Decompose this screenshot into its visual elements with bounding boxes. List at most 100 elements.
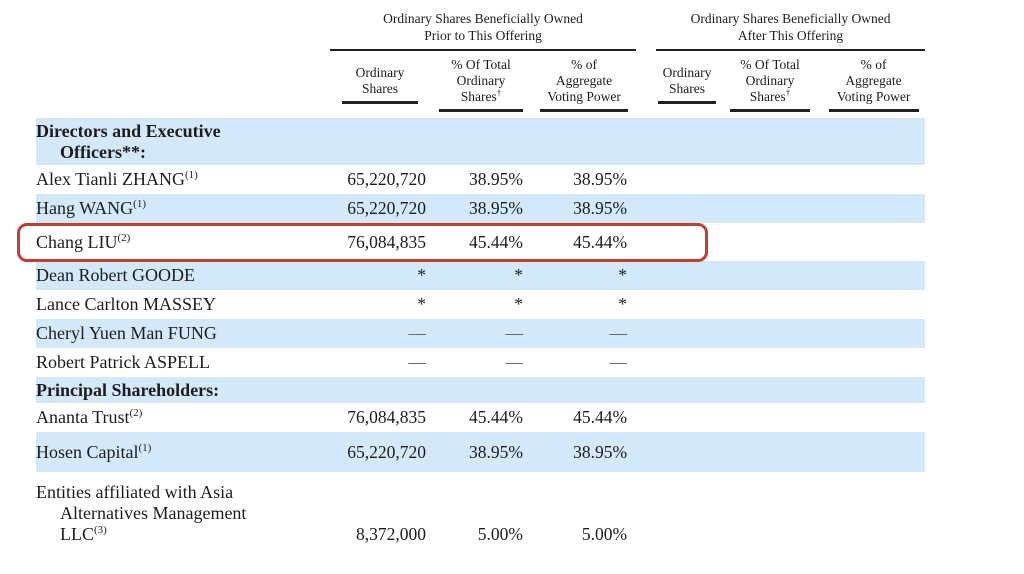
value-cell (656, 165, 718, 194)
footnote-ref: (2) (129, 407, 143, 419)
footnote-ref: (3) (94, 524, 107, 536)
row-hosen-capital: Hosen Capital(1) 65,220,720 38.95% 38.95… (36, 432, 926, 472)
spacer-cell (636, 261, 657, 290)
shareholder-name-cell: Chang LIU(2) (36, 231, 131, 252)
value-cell (822, 403, 925, 432)
group-header-line: Ordinary Shares Beneficially Owned (383, 11, 583, 27)
value-cell (656, 290, 718, 319)
value-cell (656, 472, 718, 560)
value-cell: 76,084,835 (347, 407, 426, 427)
value-cell: — (330, 319, 430, 348)
value-cell (718, 223, 822, 261)
value-cell: 65,220,720 (330, 194, 430, 223)
value-cell (718, 194, 823, 223)
spacer-cell (636, 6, 656, 50)
value-cell (656, 403, 718, 432)
row-robert-aspell: Robert Patrick ASPELL — — — (36, 348, 925, 377)
spacer-cell (636, 165, 656, 194)
value-cell (718, 118, 823, 165)
value-cell (656, 319, 719, 348)
value-cell (718, 165, 822, 194)
dagger-mark: † (785, 87, 791, 98)
footnote-ref: (2) (117, 231, 131, 244)
value-cell (718, 348, 822, 377)
value-cell (718, 319, 823, 348)
value-cell: * (514, 294, 523, 314)
shareholder-name-cell: Robert Patrick ASPELL (36, 352, 210, 372)
spacer-cell (636, 50, 656, 118)
section-label-cell: Directors and Executive Officers**: (36, 118, 330, 165)
value-cell: — (430, 319, 532, 348)
value-cell (430, 377, 532, 403)
row-dean-goode: Dean Robert GOODE * * * (36, 261, 926, 290)
group-header-line: Ordinary Shares Beneficially Owned (690, 11, 891, 27)
col-header-ordinary-shares-after: Ordinary Shares (656, 50, 718, 118)
group-header-after: Ordinary Shares Beneficially Owned After… (656, 6, 926, 51)
value-cell (656, 377, 719, 403)
value-cell (330, 377, 430, 403)
value-cell: 45.44% (469, 407, 523, 427)
spacer-cell (636, 194, 657, 223)
spacer-cell (636, 223, 656, 261)
row-lance-massey: Lance Carlton MASSEY * * * (36, 290, 925, 319)
value-cell: 5.00% (581, 524, 628, 544)
header-underline (658, 101, 717, 104)
value-cell (822, 165, 925, 194)
value-cell (718, 403, 822, 432)
row-directors-section: Directors and Executive Officers**: (36, 118, 926, 165)
ownership-table: Ordinary Shares Beneficially Owned Prior… (36, 6, 926, 560)
value-cell (430, 118, 532, 165)
shareholder-name-cell: Entities affiliated with Asia Alternativ… (36, 482, 247, 544)
value-cell (822, 223, 925, 261)
value-cell (718, 290, 822, 319)
shareholder-name-cell: Dean Robert GOODE (36, 261, 330, 290)
header-underline (439, 109, 523, 112)
spacer-cell (636, 290, 656, 319)
value-cell (718, 432, 823, 472)
col-header-voting-power-after: % of Aggregate Voting Power (822, 50, 925, 118)
value-cell (330, 118, 430, 165)
group-header-prior: Ordinary Shares Beneficially Owned Prior… (330, 6, 637, 51)
group-header-row: Ordinary Shares Beneficially Owned Prior… (36, 6, 926, 51)
value-cell: 65,220,720 (347, 169, 426, 189)
row-alex-zhang: Alex Tianli ZHANG(1) 65,220,720 38.95% 3… (36, 165, 925, 194)
spacer-cell (636, 348, 656, 377)
group-header-line: Prior to This Offering (424, 27, 542, 43)
col-header-ordinary-shares-prior: Ordinary Shares (330, 50, 430, 118)
row-cheryl-fung: Cheryl Yuen Man FUNG — — — (36, 319, 926, 348)
spacer-cell (36, 6, 330, 50)
value-cell (656, 194, 719, 223)
section-label-cell: Principal Shareholders: (36, 377, 330, 403)
footnote-ref: (1) (185, 169, 198, 181)
spacer-cell (636, 432, 657, 472)
value-cell: 38.95% (430, 432, 532, 472)
value-cell: 8,372,000 (356, 524, 426, 544)
value-cell: 45.44% (573, 407, 628, 427)
value-cell: — (532, 319, 637, 348)
value-cell: — (609, 352, 628, 372)
value-cell: 76,084,835 (347, 231, 426, 252)
value-cell (656, 223, 718, 261)
spacer-cell (636, 118, 657, 165)
value-cell: 45.44% (469, 231, 523, 252)
header-underline (540, 109, 629, 112)
value-cell: 38.95% (532, 194, 637, 223)
value-cell: * (430, 261, 532, 290)
value-cell (822, 319, 926, 348)
col-header-voting-power-prior: % of Aggregate Voting Power (532, 50, 636, 118)
value-cell (718, 472, 822, 560)
value-cell (656, 348, 718, 377)
value-cell (822, 377, 926, 403)
value-cell (718, 261, 823, 290)
shareholder-name-cell: Cheryl Yuen Man FUNG (36, 319, 330, 348)
value-cell: * (330, 261, 430, 290)
value-cell (532, 377, 637, 403)
shareholder-name-cell: Hang WANG(1) (36, 194, 330, 223)
value-cell (656, 432, 719, 472)
shareholder-name-cell: Hosen Capital(1) (36, 432, 330, 472)
value-cell (822, 432, 926, 472)
value-cell (656, 261, 719, 290)
dagger-mark: † (496, 87, 502, 98)
header-underline (342, 101, 418, 104)
value-cell (656, 118, 719, 165)
